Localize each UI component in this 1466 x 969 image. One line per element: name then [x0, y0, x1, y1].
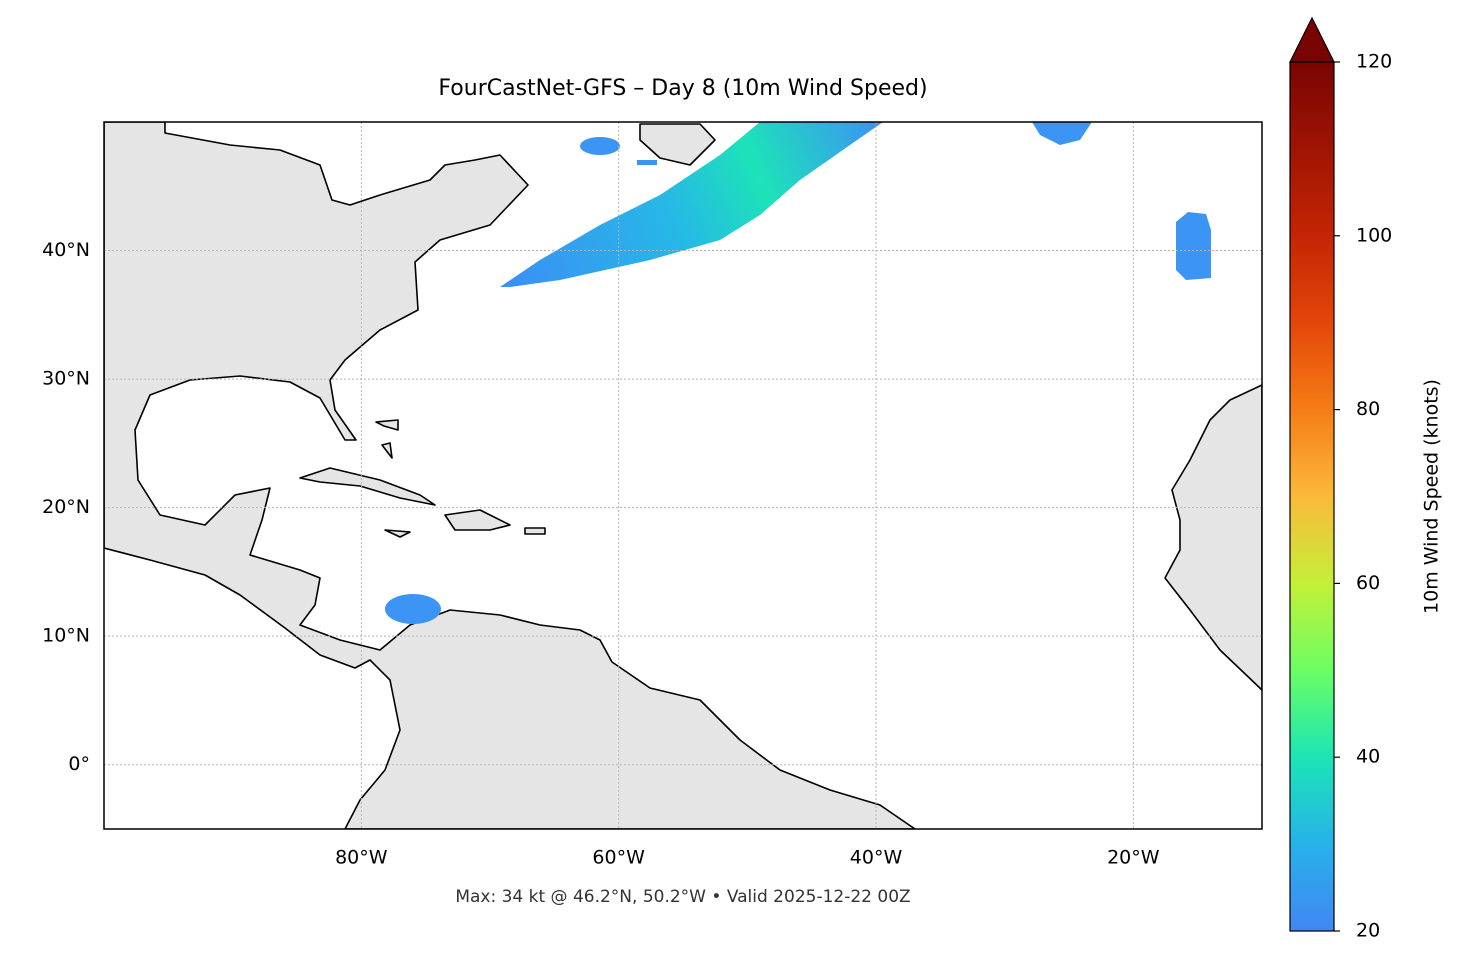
colorbar-label: 10m Wind Speed (knots): [1421, 379, 1443, 614]
wind-patch: [1032, 122, 1092, 145]
y-tick-label: 20°N: [42, 496, 90, 518]
map-frame: [103, 121, 1263, 830]
y-tick-label: 0°: [68, 753, 90, 775]
colorbar-extension: [1289, 16, 1335, 63]
colorbar-scale: [1290, 62, 1334, 931]
puerto-rico: [524, 527, 546, 535]
hispaniola: [444, 509, 511, 531]
x-tick-label: 60°W: [592, 847, 645, 869]
colorbar: 20 40 60 80 100 120 10m Wind Speed (knots): [1289, 16, 1443, 942]
americas: [104, 122, 916, 829]
colorbar-tick-label: 100: [1356, 224, 1392, 246]
map-area: [104, 122, 1262, 829]
colorbar-tick-label: 40: [1356, 746, 1380, 768]
newfoundland: [639, 123, 716, 166]
colorbar-tick-label: 120: [1356, 51, 1392, 73]
africa: [1164, 384, 1262, 691]
grid: [104, 122, 1262, 829]
colorbar-tick-label: 60: [1356, 572, 1380, 594]
colorbar-tick-label: 20: [1356, 920, 1380, 942]
x-tick-label: 80°W: [335, 847, 388, 869]
wind-streak: [500, 122, 883, 287]
y-tick-label: 40°N: [42, 239, 90, 261]
wind-patch: [580, 137, 620, 155]
wind-patch: [1176, 212, 1211, 280]
x-tick-label: 40°W: [850, 847, 903, 869]
axes: 80°W 60°W 40°W 20°W 0° 10°N 20°N 30°N 40°N: [42, 239, 1160, 868]
y-tick-label: 30°N: [42, 368, 90, 390]
colorbar-frame: [1289, 61, 1335, 932]
jamaica: [384, 529, 411, 538]
y-tick-label: 10°N: [42, 625, 90, 647]
map-note: Max: 34 kt @ 46.2°N, 50.2°W • Valid 2025…: [455, 887, 910, 907]
colorbar-tick-label: 80: [1356, 398, 1380, 420]
x-tick-label: 20°W: [1107, 847, 1160, 869]
map-title: FourCastNet-GFS – Day 8 (10m Wind Speed): [438, 76, 927, 101]
cuba: [299, 467, 436, 506]
bahamas: [375, 419, 399, 459]
wind-patch: [385, 594, 441, 624]
wind-patch: [637, 160, 657, 165]
